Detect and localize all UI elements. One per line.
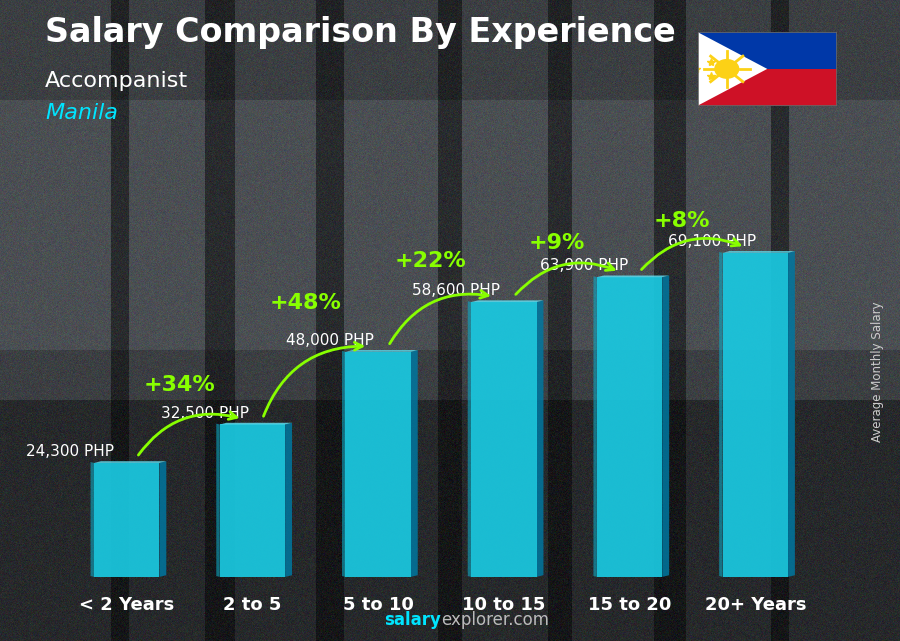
- Polygon shape: [91, 462, 94, 577]
- Text: 24,300 PHP: 24,300 PHP: [26, 444, 114, 459]
- Polygon shape: [536, 301, 544, 577]
- Text: +48%: +48%: [269, 294, 341, 313]
- Polygon shape: [410, 350, 418, 577]
- Polygon shape: [719, 252, 723, 577]
- Polygon shape: [94, 462, 166, 463]
- Polygon shape: [698, 32, 767, 106]
- Bar: [346, 352, 410, 577]
- Bar: [723, 253, 788, 577]
- Polygon shape: [342, 351, 346, 577]
- Text: +9%: +9%: [528, 233, 585, 253]
- Bar: [597, 277, 662, 577]
- Polygon shape: [220, 423, 292, 424]
- Text: +22%: +22%: [395, 251, 467, 271]
- Text: salary: salary: [384, 612, 441, 629]
- Bar: [94, 463, 159, 577]
- Text: Accompanist: Accompanist: [45, 71, 188, 90]
- Text: Salary Comparison By Experience: Salary Comparison By Experience: [45, 16, 676, 49]
- Text: 32,500 PHP: 32,500 PHP: [161, 406, 248, 420]
- Polygon shape: [216, 424, 220, 577]
- Text: +34%: +34%: [144, 376, 215, 395]
- Bar: [698, 32, 837, 69]
- Text: 58,600 PHP: 58,600 PHP: [412, 283, 500, 298]
- Text: explorer.com: explorer.com: [441, 612, 549, 629]
- Bar: [472, 302, 536, 577]
- Polygon shape: [346, 350, 418, 352]
- Circle shape: [715, 59, 739, 79]
- Polygon shape: [159, 462, 166, 577]
- Text: +8%: +8%: [654, 211, 711, 231]
- Polygon shape: [468, 301, 472, 577]
- Polygon shape: [788, 251, 795, 577]
- Text: Manila: Manila: [45, 103, 118, 122]
- Polygon shape: [472, 301, 544, 302]
- Text: Average Monthly Salary: Average Monthly Salary: [871, 301, 884, 442]
- Bar: [698, 69, 837, 106]
- Polygon shape: [593, 276, 597, 577]
- Polygon shape: [723, 251, 795, 253]
- Text: 63,900 PHP: 63,900 PHP: [540, 258, 628, 274]
- Polygon shape: [662, 276, 670, 577]
- Text: 69,100 PHP: 69,100 PHP: [669, 234, 757, 249]
- Bar: [220, 424, 285, 577]
- Polygon shape: [285, 423, 292, 577]
- Text: 48,000 PHP: 48,000 PHP: [286, 333, 374, 348]
- Polygon shape: [597, 276, 670, 277]
